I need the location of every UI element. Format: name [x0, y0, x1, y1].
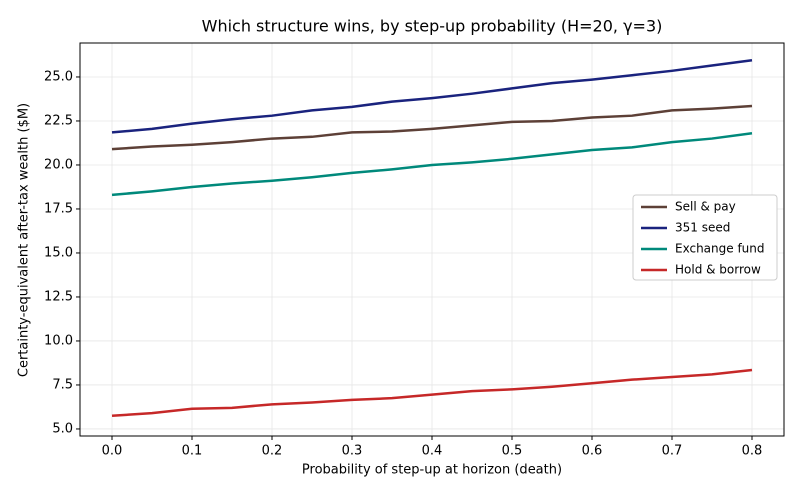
- plot-frame: [79, 42, 785, 437]
- y-tick-label: 5.0: [52, 421, 73, 436]
- x-tick-label: 0.0: [102, 444, 123, 459]
- series-line: [111, 132, 753, 197]
- legend-label: Hold & borrow: [675, 263, 761, 277]
- y-axis-label: Certainty-equivalent after-tax wealth ($…: [17, 103, 32, 377]
- series-line: [111, 59, 753, 134]
- y-tick-label: 17.5: [44, 201, 73, 216]
- y-tick-label: 7.5: [52, 377, 73, 392]
- legend-box: [632, 194, 778, 281]
- y-tick-label: 25.0: [44, 69, 73, 84]
- x-tick-label: 0.2: [262, 444, 283, 459]
- y-tick-label: 12.5: [44, 289, 73, 304]
- x-tick-label: 0.5: [502, 444, 523, 459]
- x-tick-label: 0.7: [662, 444, 683, 459]
- x-tick-label: 0.3: [342, 444, 363, 459]
- y-tick-label: 10.0: [44, 333, 73, 348]
- x-tick-label: 0.1: [182, 444, 203, 459]
- chart-title: Which structure wins, by step-up probabi…: [202, 17, 663, 36]
- y-tick-label: 15.0: [44, 245, 73, 260]
- legend-label: 351 seed: [675, 221, 730, 235]
- series-line: [111, 368, 753, 418]
- y-tick-label: 22.5: [44, 113, 73, 128]
- legend-label: Exchange fund: [675, 242, 765, 256]
- x-tick-label: 0.4: [422, 444, 443, 459]
- y-tick-label: 20.0: [44, 157, 73, 172]
- x-axis-label: Probability of step-up at horizon (death…: [302, 463, 562, 478]
- x-tick-label: 0.8: [742, 444, 763, 459]
- legend-label: Sell & pay: [675, 200, 736, 214]
- series-line: [111, 104, 753, 151]
- legend: Sell & pay 351 seed Exchange fund Hold & bo…: [632, 194, 778, 281]
- x-tick-label: 0.6: [582, 444, 603, 459]
